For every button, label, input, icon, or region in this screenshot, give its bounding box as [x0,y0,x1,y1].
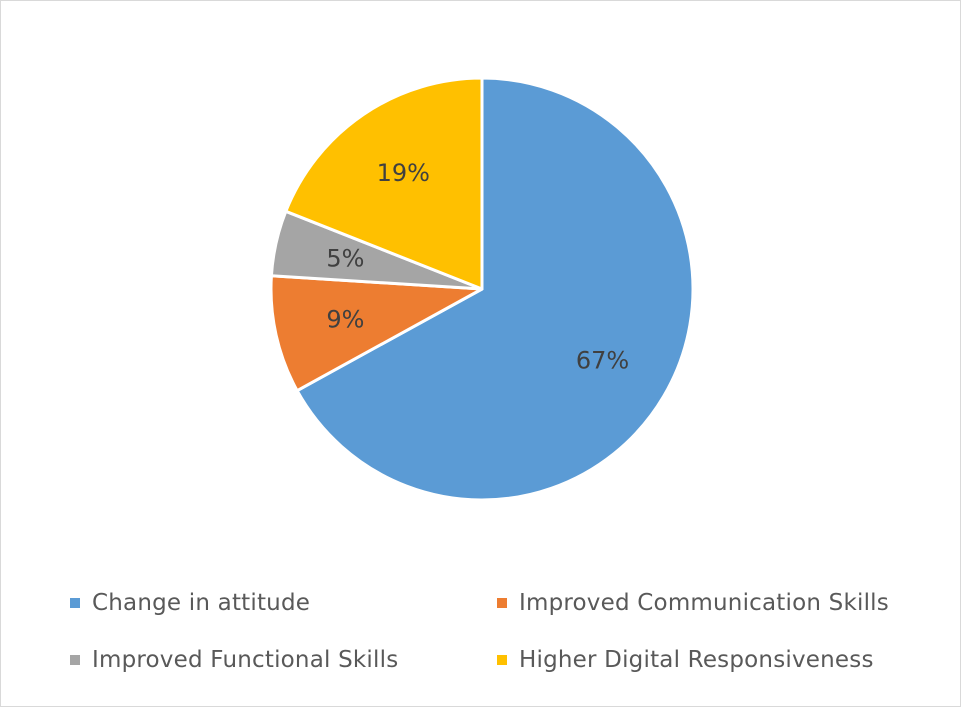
data-label: 19% [377,159,430,187]
pie-slice-higher-digital-responsiveness [284,76,484,291]
pie-slice-improved-communication-skills [269,274,484,393]
pie-slice-change-in-attitude [295,76,695,502]
pie-slices [269,76,695,502]
data-label: 5% [326,244,364,272]
data-label: 67% [576,346,629,374]
data-label: 9% [326,306,364,334]
pie-data-labels: 67% 9% 5% 19% [326,159,629,374]
pie-chart: 67% 9% 5% 19% [269,76,695,502]
